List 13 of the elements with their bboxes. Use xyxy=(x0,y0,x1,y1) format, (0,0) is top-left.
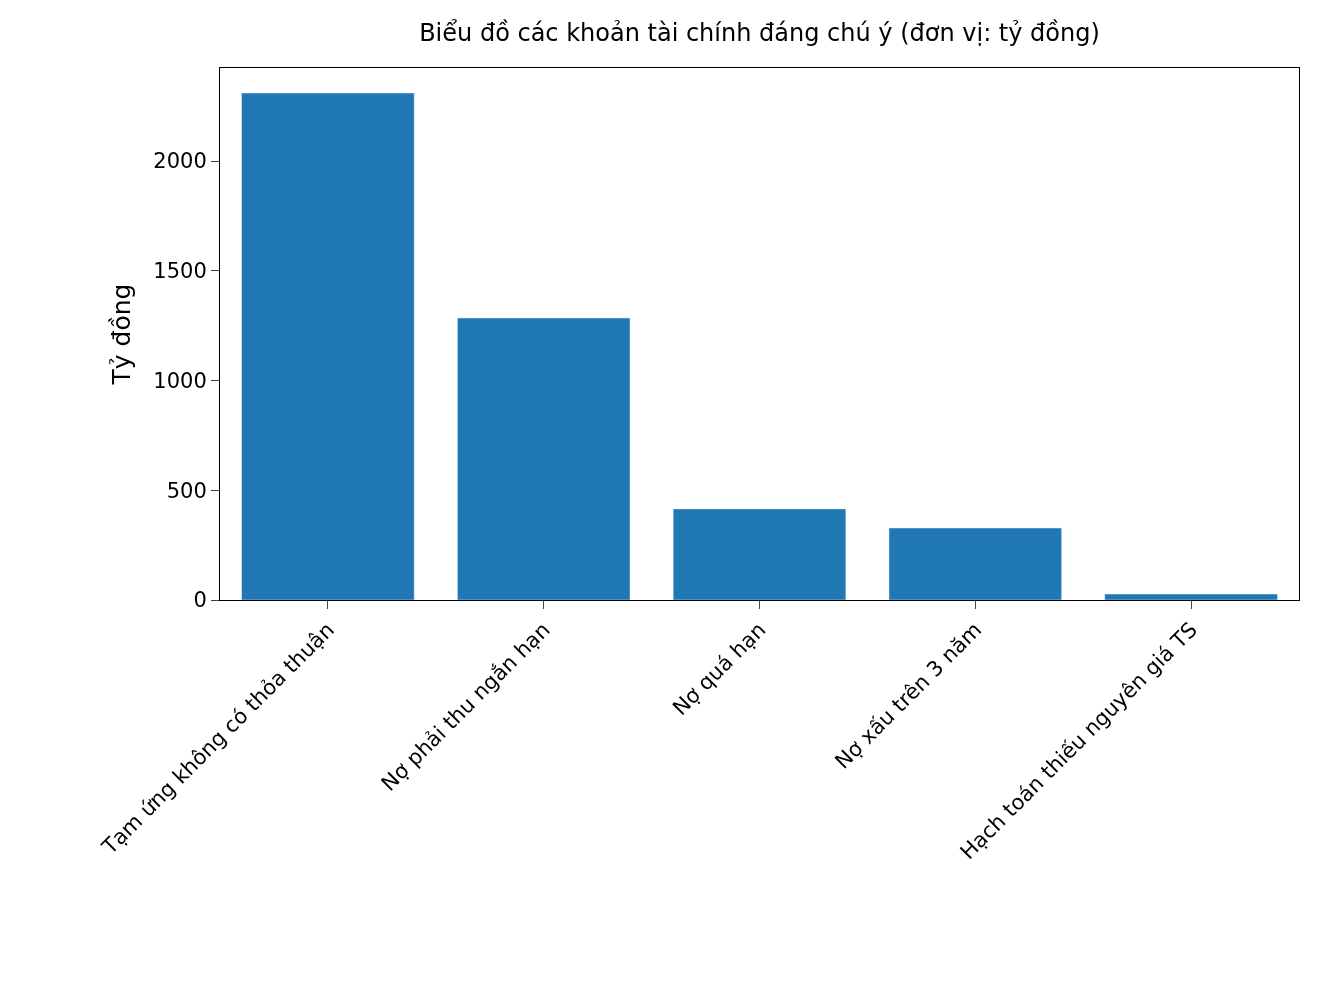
bar xyxy=(888,527,1062,600)
y-axis-title: Tỷ đồng xyxy=(107,283,137,386)
bar xyxy=(457,317,631,600)
y-tick-label: 500 xyxy=(166,478,207,503)
y-tick-label: 1000 xyxy=(153,368,207,393)
x-tick-label: Nợ quá hạn xyxy=(668,617,771,721)
bar xyxy=(1104,593,1278,600)
y-tick-label: 0 xyxy=(193,588,207,613)
y-tick-label: 1500 xyxy=(153,259,207,284)
bar xyxy=(241,92,415,600)
y-tick-label: 2000 xyxy=(153,149,207,174)
bar xyxy=(672,508,847,600)
chart-title: Biểu đồ các khoản tài chính đáng chú ý (đơn vị: tỷ đồng) xyxy=(419,19,1100,48)
